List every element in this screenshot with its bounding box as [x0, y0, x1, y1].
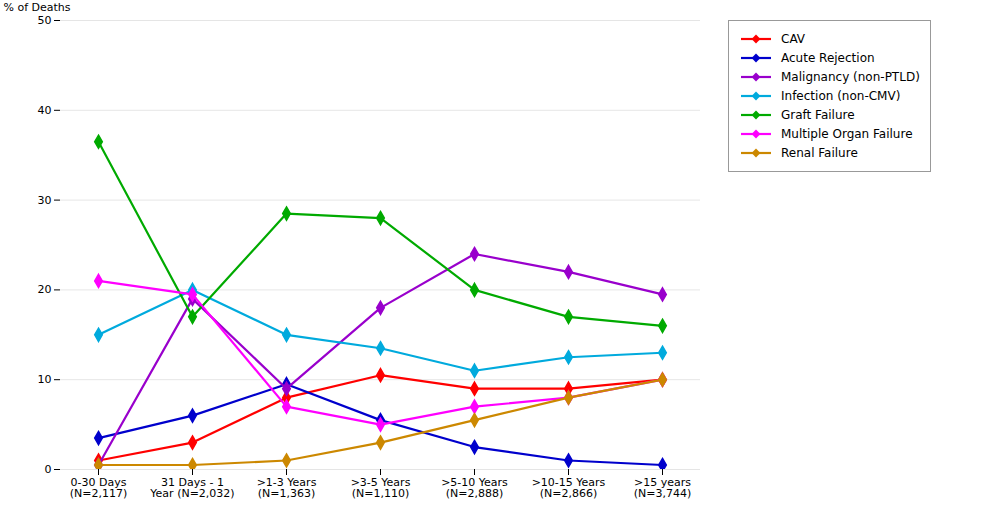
svg-text:0-30 Days(N=2,117): 0-30 Days(N=2,117) [70, 476, 128, 500]
svg-text:>1-3 Years(N=1,363): >1-3 Years(N=1,363) [257, 476, 317, 500]
html-text:Infection (non-CMV): Infection (non-CMV) [781, 89, 901, 103]
svg-text:0: 0 [45, 463, 52, 476]
svg-text:40: 40 [38, 104, 52, 117]
svg-text:>3-5 Years(N=1,110): >3-5 Years(N=1,110) [351, 476, 411, 500]
html-text:Renal Failure: Renal Failure [781, 146, 858, 160]
html-text:Graft Failure: Graft Failure [781, 108, 855, 122]
html-text:Acute Rejection: Acute Rejection [781, 51, 875, 65]
svg-text:31 Days - 1Year (N=2,032): 31 Days - 1Year (N=2,032) [149, 476, 234, 500]
svg-text:% of Deaths: % of Deaths [4, 1, 71, 14]
svg-text:10: 10 [38, 373, 52, 386]
svg-text:>10-15 Years(N=2,866): >10-15 Years(N=2,866) [532, 476, 606, 500]
svg-text:50: 50 [38, 14, 52, 27]
html-text:Multiple Organ Failure: Multiple Organ Failure [781, 127, 913, 141]
svg-text:>15 years(N=3,744): >15 years(N=3,744) [634, 476, 692, 500]
svg-text:>5-10 Years(N=2,888): >5-10 Years(N=2,888) [441, 476, 508, 500]
html-text:CAV: CAV [781, 32, 805, 46]
html-text:Malignancy (non-PTLD): Malignancy (non-PTLD) [781, 70, 920, 84]
svg-text:30: 30 [38, 194, 52, 207]
svg-text:20: 20 [38, 283, 52, 296]
